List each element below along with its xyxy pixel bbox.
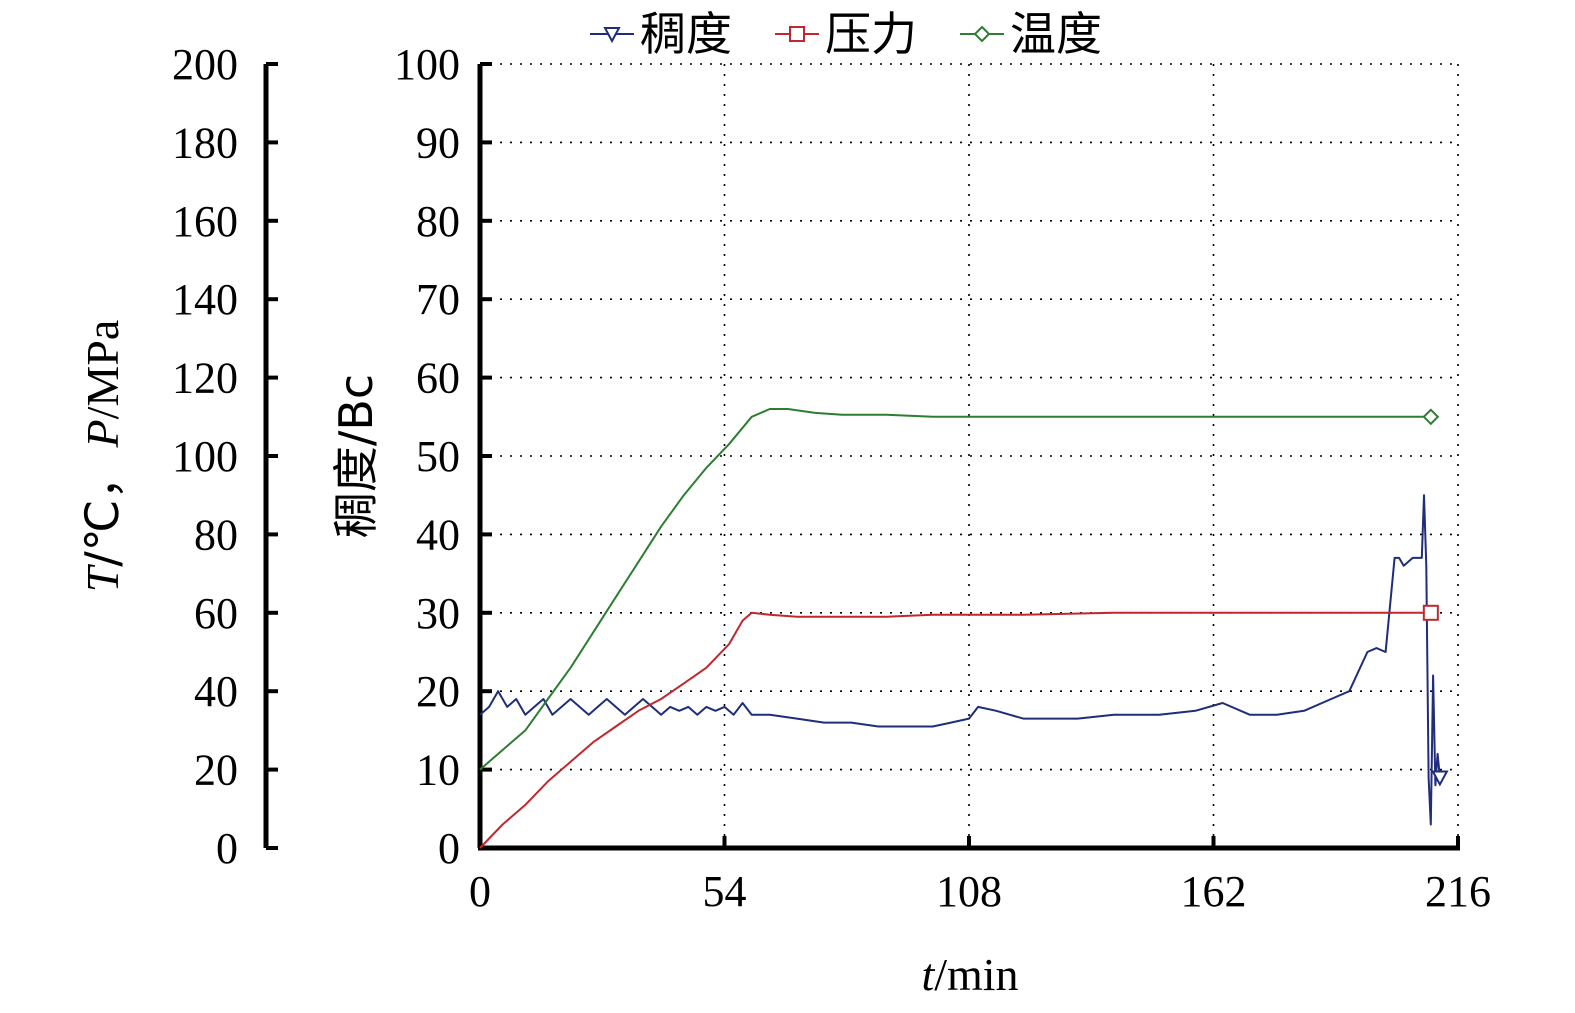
tp-tick-label: 180 [172,118,238,167]
x-tick-label: 108 [936,867,1002,916]
tp-tick-label: 160 [172,197,238,246]
tp-tick-label: 120 [172,354,238,403]
series-end-marker [1431,770,1449,787]
chart-axes [263,62,1460,851]
tp-tick-label: 60 [194,589,238,638]
consistency-tick-label: 10 [416,746,460,795]
tp-tick-label: 80 [194,510,238,559]
x-tick-label: 216 [1425,867,1491,916]
x-tick-label: 0 [469,867,491,916]
series-line-温度 [479,408,1431,771]
consistency-tick-label: 30 [416,589,460,638]
series-end-marker [1422,408,1440,426]
legend-label: 压力 [825,7,917,61]
tp-axis-title: T/℃，P/MPa [75,320,129,593]
x-axis-title: t/min [921,949,1018,1000]
tp-tick-label: 0 [216,824,238,873]
consistency-tick-label: 40 [416,510,460,559]
consistency-axis-title: 稠度/Bc [329,374,383,538]
series-line-压力 [479,611,1431,849]
legend-marker [973,25,991,43]
legend-item: 压力 [775,7,917,61]
consistency-tick-label: 100 [394,40,460,89]
tp-tick-label: 20 [194,746,238,795]
legend-marker [789,26,805,42]
tp-tick-label: 40 [194,667,238,716]
legend-label: 温度 [1010,7,1102,61]
consistency-tick-label: 80 [416,197,460,246]
consistency-tick-label: 70 [416,275,460,324]
legend-label: 稠度 [640,7,732,61]
consistency-tick-label: 20 [416,667,460,716]
grid-lines [480,63,1459,848]
series-end-marker [1422,604,1439,621]
consistency-tick-label: 60 [416,354,460,403]
consistency-tick-label: 0 [438,824,460,873]
tp-tick-label: 200 [172,40,238,89]
consistency-tick-label: 50 [416,432,460,481]
legend-marker [603,27,621,44]
legend: 稠度 压力 温度 [590,7,1102,61]
x-tick-label: 162 [1181,867,1247,916]
x-tick-label: 54 [703,867,747,916]
tick-labels: 0 10 20 30 40 50 60 70 80 90 100 0 20 40 60 80 100 120 140… [172,40,1491,916]
tp-tick-label: 140 [172,275,238,324]
consistency-tick-label: 90 [416,118,460,167]
series-lines [479,408,1449,849]
tp-tick-label: 100 [172,432,238,481]
series-line-稠度 [479,494,1441,826]
legend-item: 温度 [960,7,1102,61]
legend-item: 稠度 [590,7,732,61]
